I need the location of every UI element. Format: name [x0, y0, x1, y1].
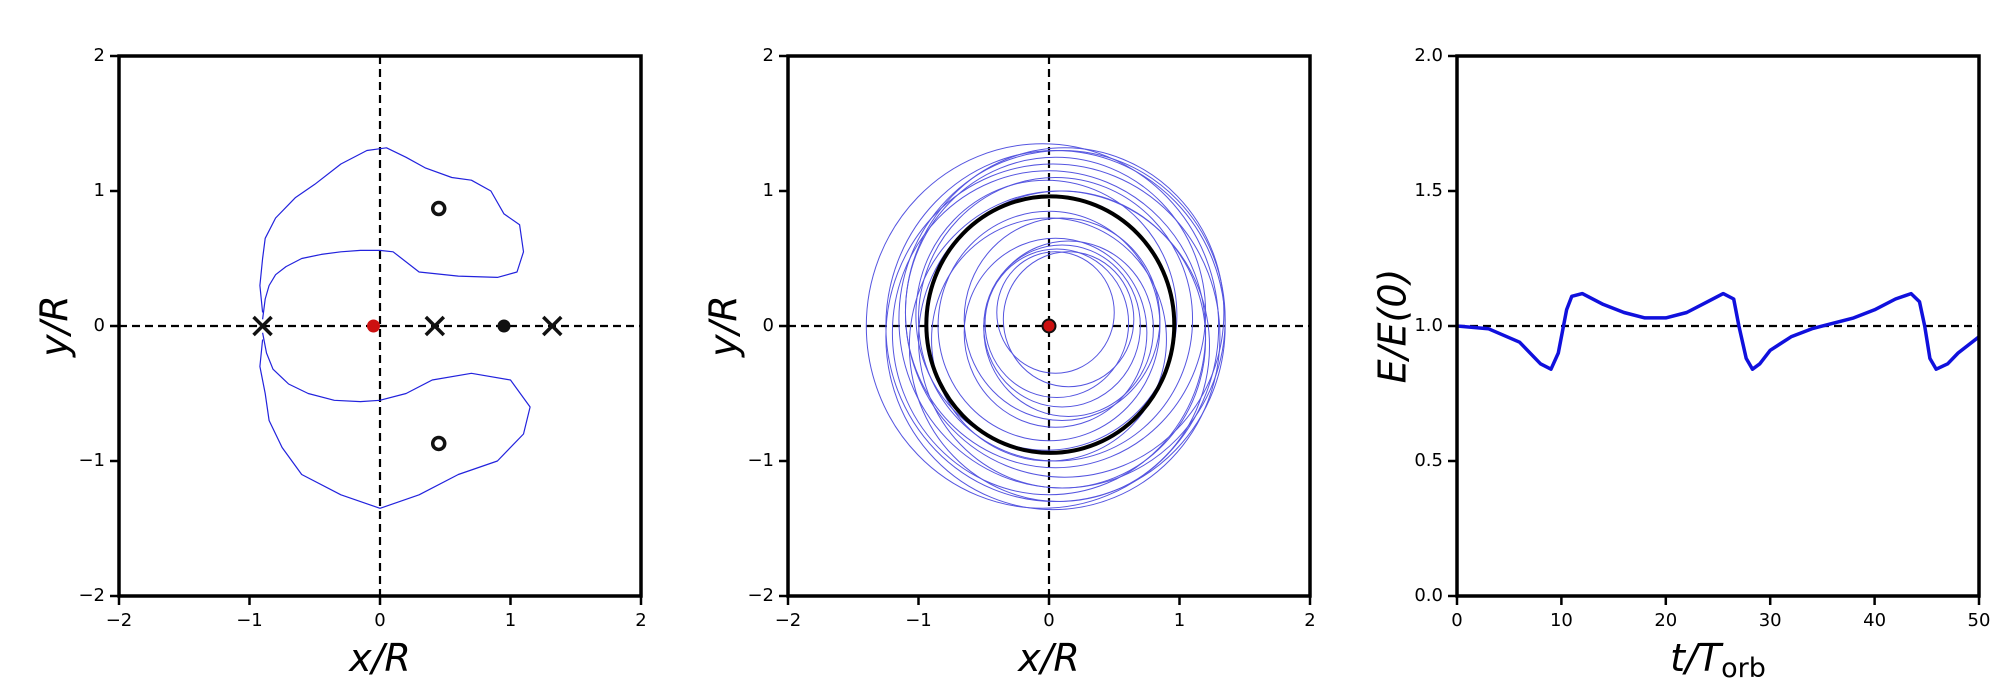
- y-tick-label: 1: [763, 180, 774, 201]
- x-tick-label: −1: [905, 610, 932, 631]
- y-tick-label: 0.5: [1414, 450, 1443, 471]
- x-tick-label: −2: [775, 610, 802, 631]
- y-axis-label: y/R: [33, 295, 77, 358]
- x-tick-label: 50: [1968, 610, 1991, 631]
- x-tick-label: 20: [1654, 610, 1677, 631]
- marker: [433, 203, 445, 215]
- x-tick-label: −2: [106, 610, 133, 631]
- orbit: [985, 249, 1129, 398]
- x-axis-label: x/R: [348, 636, 411, 680]
- x-axis-label-text: t/T: [1670, 636, 1724, 680]
- x-tick-label: 30: [1759, 610, 1782, 631]
- y-tick-label: 2: [763, 45, 774, 66]
- x-axis-label: t/Torb: [1670, 636, 1766, 684]
- x-axis-label-text: x/R: [348, 636, 411, 680]
- orbit: [905, 157, 1205, 468]
- plot-area: [788, 56, 1310, 596]
- x-axis-label-subscript: orb: [1721, 653, 1766, 684]
- marker: [367, 320, 380, 333]
- trajectory: [260, 148, 530, 509]
- y-tick-label: −1: [78, 450, 105, 471]
- x-tick-label: 1: [505, 610, 516, 631]
- plot-area: [1457, 294, 1979, 370]
- y-axis-label: y/R: [702, 295, 746, 358]
- x-tick-label: 40: [1863, 610, 1886, 631]
- marker: [497, 320, 510, 333]
- x-tick-label: 0: [374, 610, 385, 631]
- x-tick-label: 0: [1043, 610, 1054, 631]
- y-tick-label: 1.5: [1414, 180, 1443, 201]
- y-tick-label: 2.0: [1414, 45, 1443, 66]
- y-tick-label: −2: [747, 585, 774, 606]
- y-tick-label: 0: [763, 315, 774, 336]
- x-axis-label: x/R: [1017, 636, 1080, 680]
- y-tick-label: 2: [94, 45, 105, 66]
- y-axis-label: E/E(0): [1371, 269, 1415, 384]
- y-tick-label: 1.0: [1414, 315, 1443, 336]
- trajectory: [1457, 294, 1979, 370]
- y-tick-label: 0.0: [1414, 585, 1443, 606]
- marker: [433, 437, 445, 449]
- y-tick-label: −2: [78, 585, 105, 606]
- orbit: [909, 191, 1209, 502]
- x-tick-label: 10: [1550, 610, 1573, 631]
- x-axis-label-text: x/R: [1017, 636, 1080, 680]
- x-tick-label: 2: [1304, 610, 1315, 631]
- x-tick-label: 0: [1451, 610, 1462, 631]
- x-tick-label: 2: [635, 610, 646, 631]
- marker: [426, 317, 444, 335]
- y-tick-label: 1: [94, 180, 105, 201]
- plot-area: [119, 56, 641, 596]
- x-tick-label: −1: [236, 610, 263, 631]
- y-tick-label: 0: [94, 315, 105, 336]
- y-tick-label: −1: [747, 450, 774, 471]
- marker: [543, 317, 561, 335]
- x-tick-label: 1: [1174, 610, 1185, 631]
- orbit: [997, 252, 1114, 374]
- marker: [1043, 320, 1056, 333]
